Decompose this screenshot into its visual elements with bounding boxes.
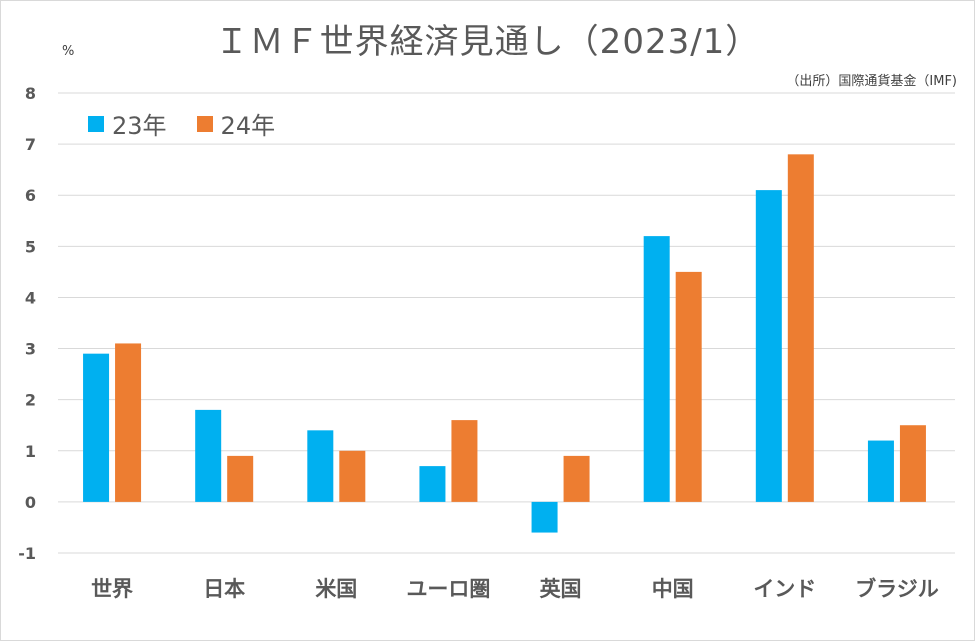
y-tick-label: 8 [25,84,36,103]
bar-23 [755,190,782,502]
x-tick-label: 米国 [315,577,357,601]
legend-item-24: 24年 [196,106,276,141]
bar-24 [451,420,478,502]
bar-24 [675,271,702,502]
bar-23 [195,409,222,502]
legend-label-24: 24年 [220,112,276,140]
x-tick-label: 世界 [91,577,133,601]
bar-24 [227,455,254,502]
source-note: （出所）国際通貨基金（IMF) [786,74,957,89]
bar-24 [899,425,926,502]
x-tick-label: インド [753,577,816,601]
x-tick-label: ユーロ圏 [406,577,490,601]
y-tick-label: 4 [25,288,36,307]
x-tick-label: 日本 [203,577,245,601]
bar-23 [643,236,670,502]
bar-23 [531,501,558,533]
legend-label-23: 23年 [112,112,167,140]
bar-23 [419,466,446,502]
y-axis-unit-label: % [62,44,75,59]
legend-swatch-23 [88,115,104,132]
bar-24 [787,154,814,502]
bar-23 [867,440,894,502]
chart-title: ＩＭＦ世界経済見通し（2023/1） [214,22,761,62]
y-tick-label: 2 [25,391,36,410]
y-tick-label: 0 [25,493,36,512]
bar-24 [563,455,590,502]
y-tick-label: 1 [25,442,36,461]
x-tick-label: 英国 [540,577,582,601]
y-tick-label: 6 [25,186,36,205]
legend-item-23: 23年 [88,106,167,141]
x-tick-label: 中国 [652,577,694,601]
x-tick-label: ブラジル [855,577,939,601]
y-tick-label: 5 [25,237,36,256]
bar-24 [115,343,142,502]
y-tick-label: -1 [18,544,36,563]
y-tick-label: 7 [25,135,36,154]
legend: 23年 24年 [88,106,275,141]
bar-23 [83,353,110,502]
legend-swatch-24 [196,115,213,132]
bar-23 [307,430,334,502]
bar-24 [339,450,366,502]
y-tick-label: 3 [25,340,36,359]
